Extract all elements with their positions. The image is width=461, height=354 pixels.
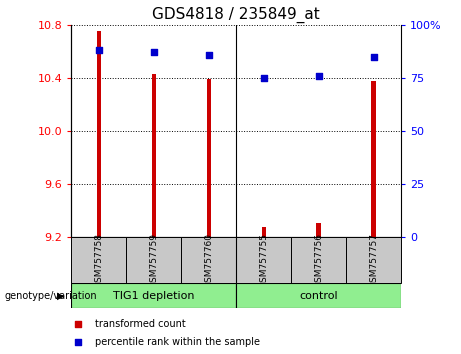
Bar	[126, 237, 181, 283]
Bar	[261, 227, 266, 237]
Text: GSM757755: GSM757755	[259, 233, 268, 288]
Point	[370, 54, 377, 59]
Text: GSM757760: GSM757760	[204, 233, 213, 288]
Text: ▶: ▶	[57, 291, 65, 301]
Text: TIG1 depletion: TIG1 depletion	[113, 291, 195, 301]
Text: transformed count: transformed count	[95, 319, 185, 329]
Point	[260, 75, 267, 81]
Bar	[71, 283, 236, 308]
Text: percentile rank within the sample: percentile rank within the sample	[95, 337, 260, 348]
Title: GDS4818 / 235849_at: GDS4818 / 235849_at	[153, 7, 320, 23]
Point	[95, 47, 103, 53]
Bar	[152, 74, 156, 237]
Bar	[236, 283, 401, 308]
Point	[315, 73, 322, 79]
Bar	[71, 237, 126, 283]
Bar	[372, 81, 376, 237]
Text: genotype/variation: genotype/variation	[5, 291, 97, 301]
Bar	[97, 32, 101, 237]
Text: control: control	[299, 291, 338, 301]
Point	[74, 321, 82, 327]
Bar	[291, 237, 346, 283]
Text: GSM757756: GSM757756	[314, 233, 323, 288]
Point	[74, 340, 82, 346]
Bar	[181, 237, 236, 283]
Bar	[236, 237, 291, 283]
Point	[150, 50, 158, 55]
Text: GSM757759: GSM757759	[149, 233, 159, 288]
Bar	[207, 79, 211, 237]
Text: GSM757758: GSM757758	[95, 233, 103, 288]
Bar	[346, 237, 401, 283]
Bar	[316, 223, 321, 237]
Text: GSM757757: GSM757757	[369, 233, 378, 288]
Point	[205, 52, 213, 57]
